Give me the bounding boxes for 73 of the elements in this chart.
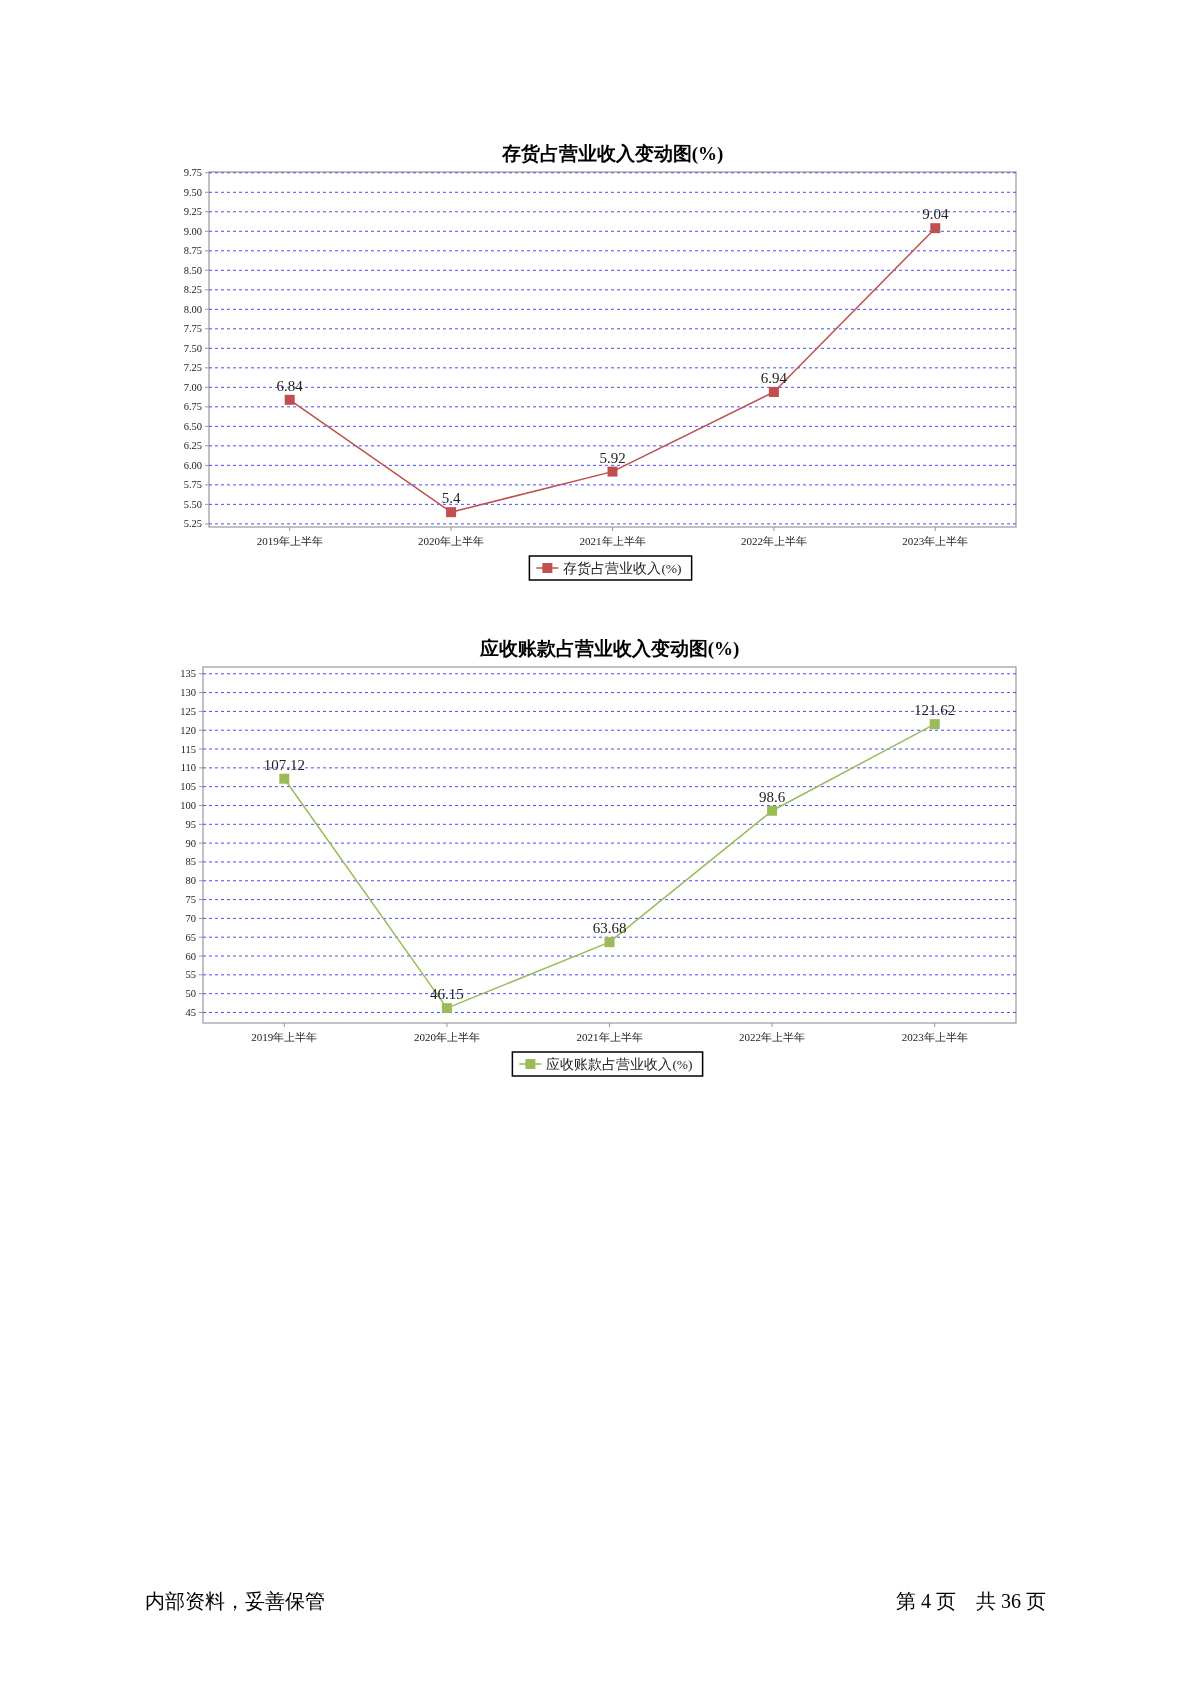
data-label: 121.62	[914, 702, 956, 719]
y-tick-label: 70	[185, 912, 196, 924]
x-tick-label: 2019年上半年	[256, 535, 323, 547]
data-label: 63.68	[592, 920, 627, 937]
y-tick-label: 9.50	[183, 186, 202, 198]
point	[284, 394, 295, 405]
y-tick-label: 6.75	[183, 401, 202, 413]
y-tick-label: 55	[185, 969, 196, 981]
point	[768, 387, 779, 398]
y-tick-label: 125	[180, 705, 196, 717]
data-label: 5.92	[599, 449, 626, 466]
text: 内部资料，妥善保管	[145, 1590, 325, 1612]
y-tick-label: 6.25	[183, 440, 202, 452]
y-tick-label: 7.00	[183, 381, 202, 393]
x-tick-label: 2022年上半年	[739, 1031, 806, 1043]
data-label: 107.12	[263, 756, 305, 773]
y-tick-label: 75	[185, 894, 196, 906]
x-tick-label: 2021年上半年	[579, 535, 646, 547]
legend-label: 应收账款占营业收入(%)	[546, 1057, 693, 1072]
y-tick-label: 5.50	[183, 498, 202, 510]
point	[930, 223, 941, 234]
x-tick-label: 2023年上半年	[901, 1031, 968, 1043]
y-tick-label: 80	[185, 875, 196, 887]
y-tick-label: 65	[185, 931, 196, 943]
point	[767, 805, 778, 816]
data-label: 6.94	[760, 370, 788, 387]
y-tick-label: 130	[180, 687, 196, 699]
y-tick-label: 8.25	[183, 284, 202, 296]
data-label: 5.4	[441, 490, 461, 507]
text: 第 4 页 共 36 页	[896, 1590, 1046, 1612]
y-tick-label: 6.00	[183, 459, 202, 471]
point	[446, 507, 457, 518]
y-tick-label: 50	[185, 988, 196, 1000]
x-tick-label: 2019年上半年	[251, 1031, 318, 1043]
y-tick-label: 90	[185, 837, 196, 849]
chart-title: 应收账款占营业收入变动图(%)	[478, 638, 740, 660]
data-label: 9.04	[922, 206, 949, 223]
data-label: 6.84	[276, 377, 304, 394]
y-tick-label: 9.25	[183, 206, 202, 218]
x-tick-label: 2022年上半年	[740, 535, 807, 547]
y-tick-label: 115	[180, 743, 196, 755]
chart-title: 存货占营业收入变动图(%)	[500, 143, 724, 165]
y-tick-label: 7.75	[183, 323, 202, 335]
y-tick-label: 5.75	[183, 479, 202, 491]
x-tick-label: 2023年上半年	[902, 535, 969, 547]
y-tick-label: 60	[185, 950, 196, 962]
y-tick-label: 135	[180, 668, 196, 680]
point	[604, 937, 615, 948]
y-tick-label: 8.50	[183, 264, 202, 276]
y-tick-label: 5.25	[183, 518, 202, 530]
y-tick-label: 9.75	[183, 167, 202, 179]
y-tick-label: 9.00	[183, 225, 202, 237]
y-tick-label: 100	[180, 799, 196, 811]
point	[441, 1003, 452, 1014]
y-tick-label: 110	[180, 762, 196, 774]
y-tick-label: 105	[180, 781, 196, 793]
point	[279, 773, 290, 784]
x-tick-label: 2021年上半年	[576, 1031, 643, 1043]
y-tick-label: 8.75	[183, 245, 202, 257]
y-tick-label: 8.00	[183, 303, 202, 315]
legend-label: 存货占营业收入(%)	[563, 561, 682, 576]
point	[607, 466, 618, 477]
data-label: 98.6	[758, 788, 786, 805]
y-tick-label: 95	[185, 818, 196, 830]
y-tick-label: 6.50	[183, 420, 202, 432]
point	[929, 719, 940, 730]
y-tick-label: 7.50	[183, 342, 202, 354]
y-tick-label: 120	[180, 724, 196, 736]
y-tick-label: 45	[185, 1006, 196, 1018]
x-tick-label: 2020年上半年	[418, 535, 485, 547]
y-tick-label: 7.25	[183, 362, 202, 374]
x-tick-label: 2020年上半年	[413, 1031, 480, 1043]
y-tick-label: 85	[185, 856, 196, 868]
